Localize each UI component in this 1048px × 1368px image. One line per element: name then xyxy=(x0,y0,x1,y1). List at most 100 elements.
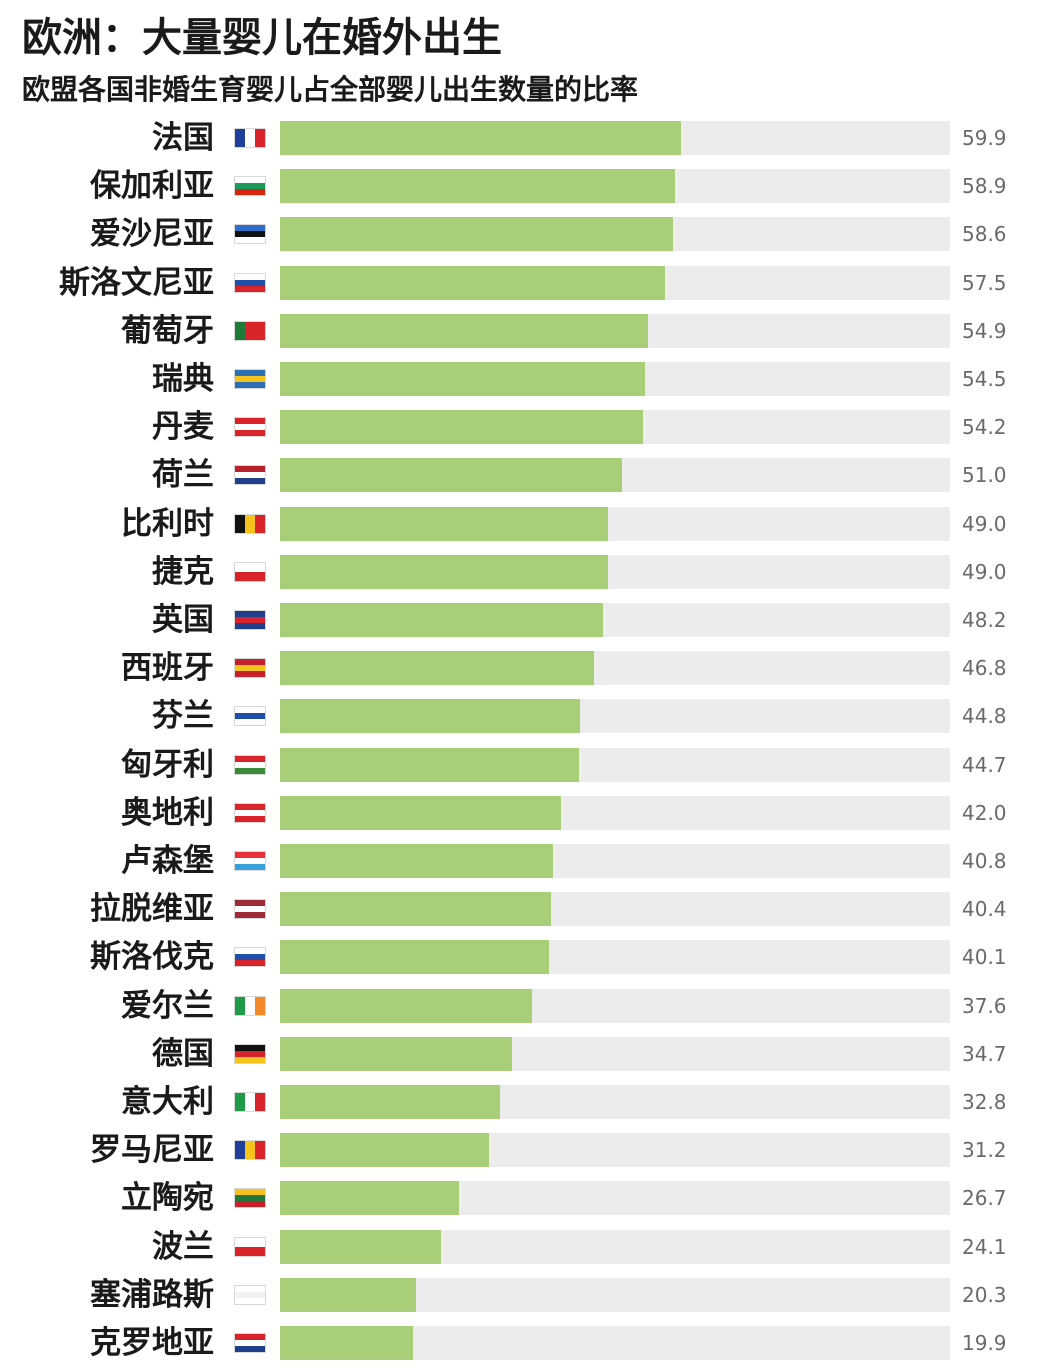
bar-row: 瑞典 54.5 xyxy=(0,355,1048,403)
bar xyxy=(280,458,622,493)
latvia-flag-icon xyxy=(234,899,266,920)
bulgaria-flag-icon xyxy=(234,176,266,197)
bar xyxy=(280,603,603,637)
cyprus-flag-icon xyxy=(234,1284,266,1305)
czech-flag-icon xyxy=(234,561,266,582)
value-label: 19.9 xyxy=(962,1331,1007,1355)
value-label: 40.4 xyxy=(962,897,1007,922)
value-label: 40.8 xyxy=(962,849,1007,873)
value-label: 59.9 xyxy=(962,126,1007,150)
bar-row: 意大利 32.8 xyxy=(0,1078,1048,1126)
bar-row: 德国 34.7 xyxy=(0,1030,1048,1078)
bar-row: 拉脱维亚 40.4 xyxy=(0,885,1048,933)
bar-row: 丹麦 54.2 xyxy=(0,403,1048,451)
bar-row: 比利时 49.0 xyxy=(0,500,1048,548)
category-label: 保加利亚 xyxy=(90,168,214,205)
bar xyxy=(280,313,648,348)
value-label: 34.7 xyxy=(962,1041,1007,1066)
category-label: 克罗地亚 xyxy=(90,1325,214,1361)
denmark-flag-icon xyxy=(234,417,266,438)
bar-row: 斯洛文尼亚 57.5 xyxy=(0,259,1048,307)
slovakia-flag-icon xyxy=(234,947,266,968)
category-label: 瑞典 xyxy=(152,361,214,397)
bar xyxy=(280,651,594,686)
uk-flag-icon xyxy=(234,610,266,630)
value-label: 54.9 xyxy=(962,318,1007,343)
luxembourg-flag-icon xyxy=(234,851,266,871)
bar-row: 波兰 24.1 xyxy=(0,1223,1048,1271)
finland-flag-icon xyxy=(234,706,266,727)
bar-row: 葡萄牙 54.9 xyxy=(0,307,1048,355)
category-label: 芬兰 xyxy=(152,698,214,735)
category-label: 斯洛伐克 xyxy=(90,939,214,976)
bar xyxy=(280,169,675,204)
bar xyxy=(280,1133,490,1168)
bar xyxy=(280,795,562,830)
estonia-flag-icon xyxy=(234,224,266,245)
value-label: 58.6 xyxy=(962,222,1007,247)
value-label: 26.7 xyxy=(962,1186,1007,1211)
category-label: 英国 xyxy=(152,602,214,638)
bar-row: 立陶宛 26.7 xyxy=(0,1174,1048,1222)
bar xyxy=(280,988,532,1023)
category-label: 西班牙 xyxy=(121,650,214,687)
category-label: 法国 xyxy=(152,120,214,156)
value-label: 49.0 xyxy=(962,511,1007,536)
chart-title: 欧洲：大量婴儿在婚外出生 xyxy=(22,15,502,61)
romania-flag-icon xyxy=(234,1140,266,1161)
belgium-flag-icon xyxy=(234,513,266,534)
category-label: 匈牙利 xyxy=(121,746,214,783)
category-label: 丹麦 xyxy=(152,409,214,446)
bar xyxy=(280,1181,459,1216)
category-label: 塞浦路斯 xyxy=(90,1276,214,1313)
bar-row: 西班牙 46.8 xyxy=(0,644,1048,692)
bar xyxy=(280,1085,500,1119)
bar-row: 匈牙利 44.7 xyxy=(0,741,1048,789)
category-label: 罗马尼亚 xyxy=(90,1132,214,1169)
france-flag-icon xyxy=(234,128,266,148)
category-label: 爱尔兰 xyxy=(121,987,214,1024)
value-label: 54.5 xyxy=(962,367,1007,391)
austria-flag-icon xyxy=(234,802,266,823)
spain-flag-icon xyxy=(234,658,266,679)
value-label: 31.2 xyxy=(962,1138,1007,1163)
category-label: 捷克 xyxy=(152,553,214,590)
bar-row: 克罗地亚 19.9 xyxy=(0,1319,1048,1367)
bar xyxy=(280,362,646,396)
value-label: 24.1 xyxy=(962,1234,1007,1259)
netherlands-flag-icon xyxy=(234,465,266,486)
value-label: 32.8 xyxy=(962,1090,1007,1114)
bar-row: 塞浦路斯 20.3 xyxy=(0,1271,1048,1319)
value-label: 48.2 xyxy=(962,608,1007,632)
category-label: 意大利 xyxy=(121,1084,214,1120)
bar xyxy=(280,1326,414,1360)
value-label: 54.2 xyxy=(962,415,1007,440)
category-label: 斯洛文尼亚 xyxy=(59,264,214,301)
bar xyxy=(280,1036,513,1071)
category-label: 立陶宛 xyxy=(121,1180,214,1217)
poland-flag-icon xyxy=(234,1236,266,1257)
bar-row: 保加利亚 58.9 xyxy=(0,162,1048,210)
category-label: 拉脱维亚 xyxy=(90,891,214,928)
bar xyxy=(280,506,609,541)
bar xyxy=(280,699,581,734)
sweden-flag-icon xyxy=(234,369,266,389)
bar-row: 奥地利 42.0 xyxy=(0,789,1048,837)
bar xyxy=(280,121,682,155)
category-label: 荷兰 xyxy=(152,457,214,494)
value-label: 58.9 xyxy=(962,174,1007,199)
category-label: 爱沙尼亚 xyxy=(90,216,214,253)
category-label: 奥地利 xyxy=(121,794,214,831)
bar xyxy=(280,892,551,927)
germany-flag-icon xyxy=(234,1043,266,1064)
hungary-flag-icon xyxy=(234,754,266,775)
value-label: 44.7 xyxy=(962,752,1007,777)
bar xyxy=(280,940,549,975)
bar xyxy=(280,410,644,445)
bar-row: 斯洛伐克 40.1 xyxy=(0,933,1048,981)
ireland-flag-icon xyxy=(234,995,266,1016)
bar-row: 爱沙尼亚 58.6 xyxy=(0,210,1048,258)
value-label: 20.3 xyxy=(962,1282,1007,1307)
watermark-logo xyxy=(8,1336,168,1364)
